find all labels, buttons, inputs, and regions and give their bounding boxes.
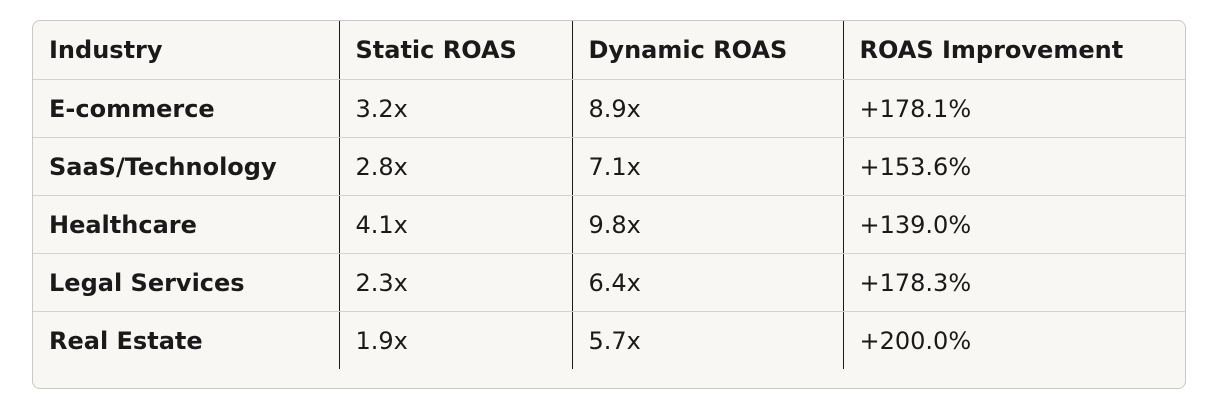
- header-static-roas: Static ROAS: [338, 21, 572, 80]
- industry-cell: Legal Services: [33, 253, 339, 312]
- table-row: Healthcare 4.1x 9.8x +139.0%: [33, 195, 1185, 254]
- static-roas-cell: 4.1x: [338, 195, 572, 254]
- roas-improvement-cell: +178.3%: [842, 253, 1185, 312]
- static-roas-cell: 2.8x: [338, 137, 572, 196]
- table-row: Real Estate 1.9x 5.7x +200.0%: [33, 311, 1185, 369]
- industry-cell: SaaS/Technology: [33, 137, 339, 196]
- roas-improvement-cell: +200.0%: [842, 311, 1185, 369]
- industry-cell: Real Estate: [49, 326, 203, 355]
- static-roas-cell: 1.9x: [338, 311, 572, 369]
- dynamic-roas-cell: 5.7x: [571, 311, 843, 369]
- roas-table: Industry Static ROAS Dynamic ROAS ROAS I…: [33, 21, 1185, 369]
- dynamic-roas-cell: 9.8x: [571, 195, 843, 254]
- header-roas-improvement: ROAS Improvement: [842, 21, 1185, 80]
- static-roas-cell: 3.2x: [338, 79, 572, 138]
- header-industry: Industry: [33, 21, 339, 80]
- dynamic-roas-cell: 8.9x: [571, 79, 843, 138]
- header-dynamic-roas: Dynamic ROAS: [571, 21, 843, 80]
- table-header-row: Industry Static ROAS Dynamic ROAS ROAS I…: [33, 21, 1185, 80]
- static-roas-cell: 2.3x: [338, 253, 572, 312]
- industry-cell: Healthcare: [33, 195, 339, 254]
- table-row: E-commerce 3.2x 8.9x +178.1%: [33, 79, 1185, 138]
- roas-improvement-cell: +139.0%: [842, 195, 1185, 254]
- roas-improvement-cell: +178.1%: [842, 79, 1185, 138]
- table-row: SaaS/Technology 2.8x 7.1x +153.6%: [33, 137, 1185, 196]
- industry-cell: E-commerce: [33, 79, 339, 138]
- dynamic-roas-cell: 7.1x: [571, 137, 843, 196]
- roas-improvement-cell: +153.6%: [842, 137, 1185, 196]
- table-row: Legal Services 2.3x 6.4x +178.3%: [33, 253, 1185, 312]
- roas-table-card: Industry Static ROAS Dynamic ROAS ROAS I…: [32, 20, 1186, 389]
- dynamic-roas-cell: 6.4x: [571, 253, 843, 312]
